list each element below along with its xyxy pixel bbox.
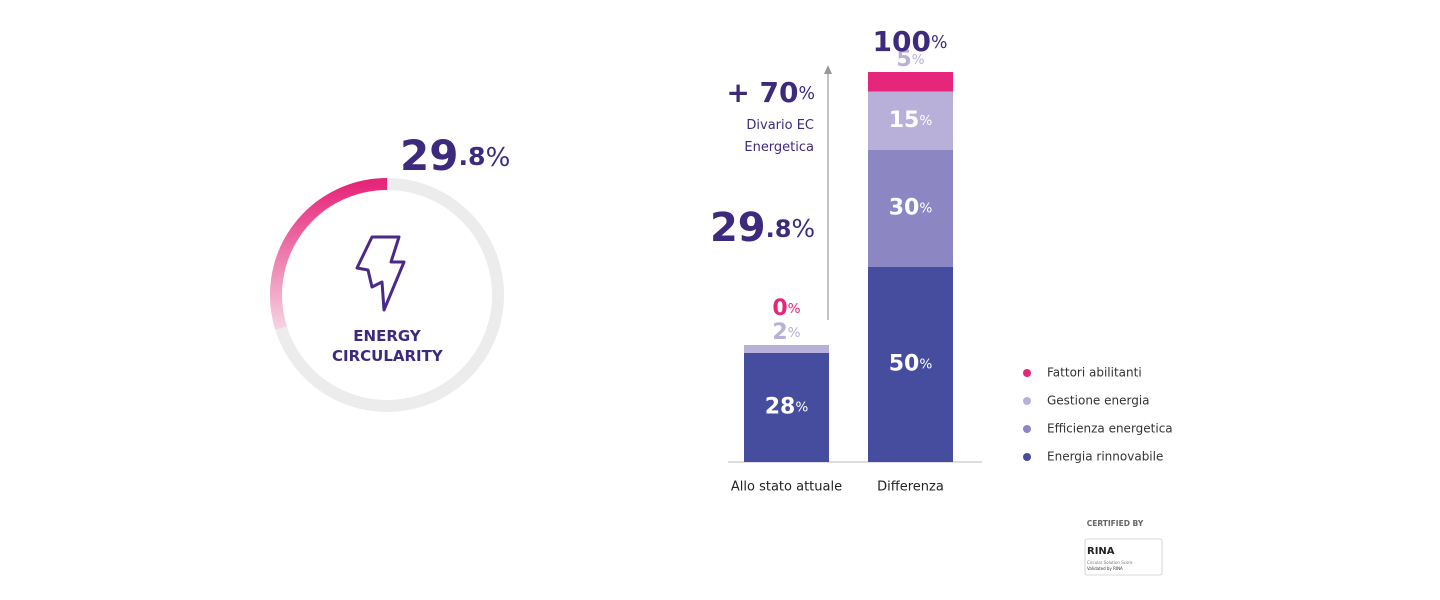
badge-box bbox=[1084, 538, 1163, 576]
badge-brand: RINA bbox=[1087, 546, 1115, 557]
legend-label: Gestione energia bbox=[1047, 394, 1150, 408]
legend-marker bbox=[1023, 425, 1031, 433]
bar-value-label: 0% bbox=[772, 296, 800, 321]
gauge-label: ENERGY CIRCULARITY bbox=[332, 327, 443, 365]
current-label: 29.8% bbox=[710, 205, 815, 251]
x-tick-label: Allo stato attuale bbox=[731, 480, 842, 495]
bar-value-label: 5% bbox=[896, 47, 924, 72]
gauge-arc bbox=[270, 178, 388, 330]
bar-segment bbox=[868, 72, 953, 92]
gap-label: + 70% bbox=[726, 76, 815, 109]
bar-value-label: 28% bbox=[765, 394, 809, 419]
arrow-head bbox=[824, 65, 832, 74]
bar-segment bbox=[868, 91, 953, 150]
legend-marker bbox=[1023, 397, 1031, 405]
bar-segment bbox=[744, 345, 829, 353]
gap-caption: Divario EC Energetica bbox=[744, 118, 814, 155]
legend-marker bbox=[1023, 453, 1031, 461]
bar-segment bbox=[744, 352, 829, 462]
badge-line: Validated by RINA bbox=[1087, 566, 1123, 571]
bar-value-label: 2% bbox=[772, 320, 800, 345]
bolt-icon bbox=[355, 235, 406, 312]
legend-label: Energia rinnovabile bbox=[1047, 450, 1163, 464]
x-tick-label: Differenza bbox=[877, 480, 944, 495]
bar-value-label: 15% bbox=[889, 108, 933, 133]
legend-label: Fattori abilitanti bbox=[1047, 366, 1142, 380]
badge-heading: CERTIFIED BY bbox=[1087, 519, 1144, 528]
legend-marker bbox=[1023, 369, 1031, 377]
bar-segment bbox=[868, 267, 953, 462]
bar-segment bbox=[868, 150, 953, 267]
legend-label: Efficienza energetica bbox=[1047, 422, 1173, 436]
bar-value-label: 50% bbox=[889, 352, 933, 377]
total-label: 100% bbox=[873, 25, 948, 58]
badge-line: Circular Solution Score bbox=[1087, 560, 1133, 565]
bar-value-label: 30% bbox=[889, 196, 933, 221]
gauge-value: 29.8% bbox=[400, 131, 510, 180]
